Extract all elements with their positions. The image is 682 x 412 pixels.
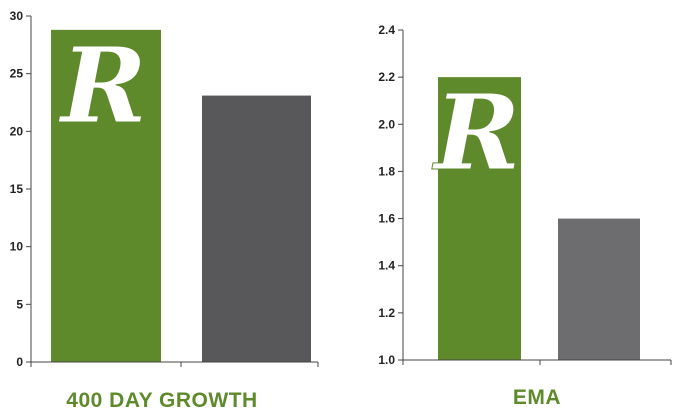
y-tick-label: 30 (10, 9, 24, 23)
bar-1 (438, 77, 521, 361)
bar-1 (51, 29, 161, 363)
chart-400-day-growth: R 0 5 10 15 20 25 30 400 DAY GROWTH (10, 9, 319, 412)
y-tick-label: 0 (16, 355, 23, 369)
y-tick-label: 2.4 (378, 23, 395, 37)
y-tick-label: 1.2 (378, 306, 395, 320)
y-tick-label: 2.0 (378, 117, 395, 131)
y-tick-label: 25 (10, 67, 24, 81)
chart-title: EMA (513, 386, 561, 409)
r-logo: R (431, 71, 520, 194)
y-tick-label: 5 (16, 297, 23, 311)
y-tick-label: 2.2 (378, 70, 395, 84)
y-tick-label: 10 (10, 240, 24, 254)
y-tick-label: 1.4 (378, 259, 395, 273)
y-tick-label: 15 (10, 182, 24, 196)
chart-title: 400 DAY GROWTH (66, 389, 257, 412)
y-tick-label: 1.0 (378, 353, 395, 367)
y-tick-label: 1.6 (378, 212, 395, 226)
r-logo: R (58, 24, 147, 147)
bar-2 (202, 95, 311, 362)
bar-2 (558, 218, 640, 360)
y-tick-label: 1.8 (378, 164, 395, 178)
y-tick-label: 20 (10, 124, 24, 138)
chart-ema: R 1.0 1.2 1.4 1.6 1.8 2.0 2.2 2.4 EMA (378, 23, 672, 409)
